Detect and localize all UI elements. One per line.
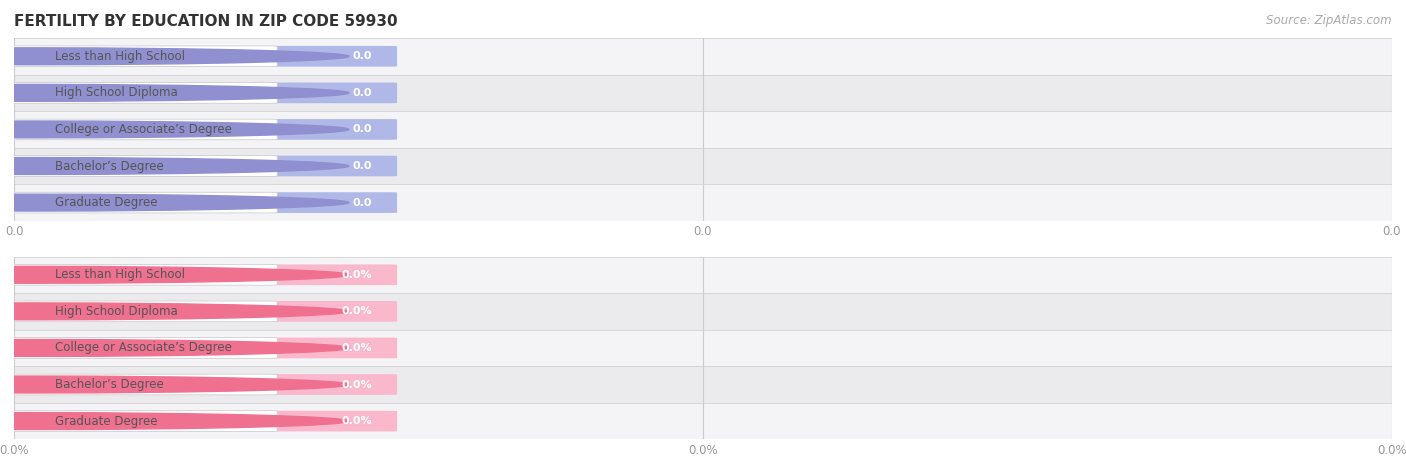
FancyBboxPatch shape [6, 338, 277, 358]
FancyBboxPatch shape [3, 46, 396, 66]
FancyBboxPatch shape [6, 411, 277, 431]
Text: FERTILITY BY EDUCATION IN ZIP CODE 59930: FERTILITY BY EDUCATION IN ZIP CODE 59930 [14, 14, 398, 29]
Bar [14, 293, 1392, 330]
Circle shape [0, 158, 349, 174]
Text: 0.0: 0.0 [353, 124, 373, 134]
FancyBboxPatch shape [3, 119, 396, 140]
FancyBboxPatch shape [3, 411, 396, 431]
Bar [14, 148, 1392, 184]
Text: 0.0: 0.0 [353, 51, 373, 61]
Circle shape [0, 340, 349, 356]
Circle shape [0, 194, 349, 211]
Circle shape [0, 303, 349, 320]
Text: Graduate Degree: Graduate Degree [55, 415, 157, 428]
FancyBboxPatch shape [6, 156, 277, 176]
Bar [14, 403, 1392, 439]
Circle shape [0, 121, 349, 138]
FancyBboxPatch shape [3, 301, 396, 322]
Text: College or Associate’s Degree: College or Associate’s Degree [55, 123, 232, 136]
Text: 0.0%: 0.0% [342, 380, 373, 390]
Circle shape [0, 413, 349, 429]
Text: Source: ZipAtlas.com: Source: ZipAtlas.com [1267, 14, 1392, 27]
Text: High School Diploma: High School Diploma [55, 86, 179, 99]
Bar [14, 184, 1392, 221]
FancyBboxPatch shape [6, 83, 277, 103]
Text: 0.0: 0.0 [353, 161, 373, 171]
Text: 0.0%: 0.0% [342, 306, 373, 316]
Text: 0.0%: 0.0% [342, 343, 373, 353]
Text: 0.0: 0.0 [353, 88, 373, 98]
FancyBboxPatch shape [6, 192, 277, 213]
Text: High School Diploma: High School Diploma [55, 305, 179, 318]
Text: Less than High School: Less than High School [55, 268, 186, 281]
Bar [14, 256, 1392, 293]
FancyBboxPatch shape [6, 46, 277, 66]
FancyBboxPatch shape [3, 265, 396, 285]
Text: Less than High School: Less than High School [55, 50, 186, 63]
Bar [14, 330, 1392, 366]
Text: 0.0%: 0.0% [342, 270, 373, 280]
Circle shape [0, 85, 349, 101]
Bar [14, 38, 1392, 75]
Circle shape [0, 266, 349, 283]
FancyBboxPatch shape [3, 338, 396, 358]
Text: College or Associate’s Degree: College or Associate’s Degree [55, 342, 232, 354]
FancyBboxPatch shape [6, 265, 277, 285]
FancyBboxPatch shape [6, 301, 277, 322]
Bar [14, 366, 1392, 403]
Text: 0.0%: 0.0% [342, 416, 373, 426]
Bar [14, 111, 1392, 148]
FancyBboxPatch shape [3, 83, 396, 103]
Text: 0.0: 0.0 [353, 198, 373, 208]
FancyBboxPatch shape [6, 374, 277, 395]
Text: Bachelor’s Degree: Bachelor’s Degree [55, 160, 165, 172]
Circle shape [0, 48, 349, 65]
Bar [14, 75, 1392, 111]
FancyBboxPatch shape [3, 156, 396, 176]
FancyBboxPatch shape [6, 119, 277, 140]
FancyBboxPatch shape [3, 374, 396, 395]
FancyBboxPatch shape [3, 192, 396, 213]
Text: Bachelor’s Degree: Bachelor’s Degree [55, 378, 165, 391]
Text: Graduate Degree: Graduate Degree [55, 196, 157, 209]
Circle shape [0, 376, 349, 393]
